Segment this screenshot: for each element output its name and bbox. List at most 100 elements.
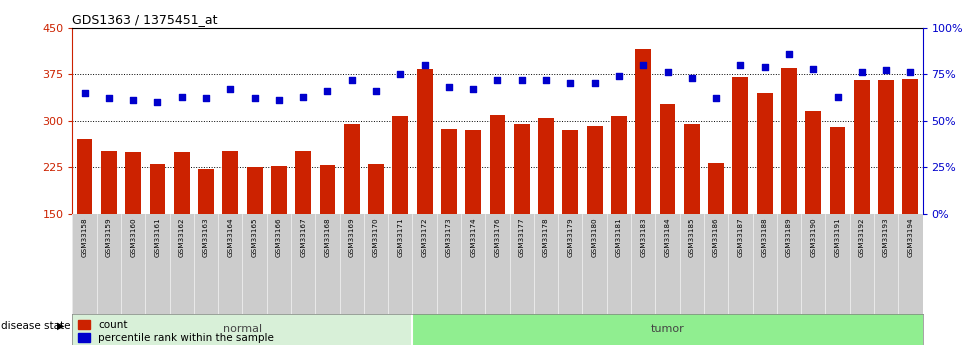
Bar <box>344 124 359 214</box>
Text: disease state: disease state <box>1 321 71 331</box>
Bar <box>781 68 797 214</box>
Text: GSM33165: GSM33165 <box>251 217 258 257</box>
Bar <box>830 127 845 214</box>
Point <box>441 85 457 90</box>
Bar <box>878 80 894 214</box>
Point <box>417 62 433 68</box>
Point <box>830 94 845 99</box>
Text: GSM33181: GSM33181 <box>616 217 622 257</box>
Point <box>101 96 117 101</box>
Text: GSM33169: GSM33169 <box>349 217 355 257</box>
Bar <box>76 139 93 214</box>
Point <box>222 86 238 92</box>
Point <box>320 88 335 94</box>
Text: GSM33188: GSM33188 <box>761 217 768 257</box>
Point <box>854 70 869 75</box>
Bar <box>684 124 699 214</box>
Point <box>126 98 141 103</box>
Point <box>247 96 263 101</box>
Bar <box>562 130 579 214</box>
Text: tumor: tumor <box>651 325 684 334</box>
Point <box>611 73 627 79</box>
Text: GSM33168: GSM33168 <box>325 217 330 257</box>
Legend: count, percentile rank within the sample: count, percentile rank within the sample <box>77 320 274 343</box>
Bar <box>636 49 651 214</box>
Bar <box>586 126 603 214</box>
Text: GSM33185: GSM33185 <box>689 217 695 257</box>
Text: GSM33190: GSM33190 <box>810 217 816 257</box>
Text: GSM33194: GSM33194 <box>907 217 914 257</box>
Text: GSM33159: GSM33159 <box>106 217 112 257</box>
Point <box>636 62 651 68</box>
Point <box>757 64 773 69</box>
Point <box>514 77 529 82</box>
Point <box>732 62 748 68</box>
Text: GSM33166: GSM33166 <box>276 217 282 257</box>
Point <box>660 70 675 75</box>
Text: GSM33189: GSM33189 <box>786 217 792 257</box>
Bar <box>756 93 773 214</box>
Point <box>198 96 213 101</box>
Bar <box>126 152 141 214</box>
Text: GSM33167: GSM33167 <box>300 217 306 257</box>
Text: GSM33170: GSM33170 <box>373 217 379 257</box>
Point <box>271 98 287 103</box>
Bar <box>392 116 409 214</box>
Bar <box>222 150 239 214</box>
Text: GSM33174: GSM33174 <box>470 217 476 257</box>
Bar <box>198 169 213 214</box>
Bar <box>150 164 165 214</box>
Bar <box>174 152 189 214</box>
Point <box>538 77 554 82</box>
Text: GSM33173: GSM33173 <box>446 217 452 257</box>
Text: GSM33180: GSM33180 <box>591 217 598 257</box>
Text: GSM33192: GSM33192 <box>859 217 865 257</box>
Point <box>296 94 311 99</box>
Text: GSM33184: GSM33184 <box>665 217 670 257</box>
Text: GSM33187: GSM33187 <box>737 217 744 257</box>
Bar <box>246 167 263 214</box>
Text: GSM33162: GSM33162 <box>179 217 185 257</box>
Text: normal: normal <box>223 325 262 334</box>
Bar <box>708 163 724 214</box>
Bar <box>490 115 505 214</box>
Text: GSM33158: GSM33158 <box>81 217 88 257</box>
Point <box>806 66 821 71</box>
Bar <box>320 166 335 214</box>
Text: GSM33163: GSM33163 <box>203 217 209 257</box>
Bar <box>854 80 869 214</box>
Text: GSM33178: GSM33178 <box>543 217 549 257</box>
Point <box>77 90 93 96</box>
Text: GSM33164: GSM33164 <box>227 217 234 257</box>
Point <box>878 68 894 73</box>
Text: ▶: ▶ <box>57 321 65 331</box>
Bar <box>732 77 749 214</box>
Point <box>174 94 189 99</box>
Point <box>902 70 918 75</box>
Bar <box>441 129 457 214</box>
Point <box>708 96 724 101</box>
Point <box>490 77 505 82</box>
Point <box>466 86 481 92</box>
Bar <box>514 124 529 214</box>
Point <box>344 77 359 82</box>
Text: GSM33171: GSM33171 <box>397 217 404 257</box>
Bar <box>296 150 311 214</box>
Point <box>150 99 165 105</box>
Bar <box>466 130 481 214</box>
Bar <box>101 150 117 214</box>
Text: GSM33172: GSM33172 <box>421 217 428 257</box>
Text: GSM33179: GSM33179 <box>567 217 574 257</box>
Bar <box>660 104 675 214</box>
Bar <box>902 79 919 214</box>
Bar <box>368 164 384 214</box>
Bar <box>806 111 821 214</box>
Text: GSM33183: GSM33183 <box>640 217 646 257</box>
Point <box>684 75 699 81</box>
Text: GSM33177: GSM33177 <box>519 217 525 257</box>
Text: GSM33193: GSM33193 <box>883 217 889 257</box>
Text: GSM33191: GSM33191 <box>835 217 840 257</box>
Point <box>392 71 408 77</box>
Text: GSM33176: GSM33176 <box>495 217 500 257</box>
Point <box>781 51 797 57</box>
